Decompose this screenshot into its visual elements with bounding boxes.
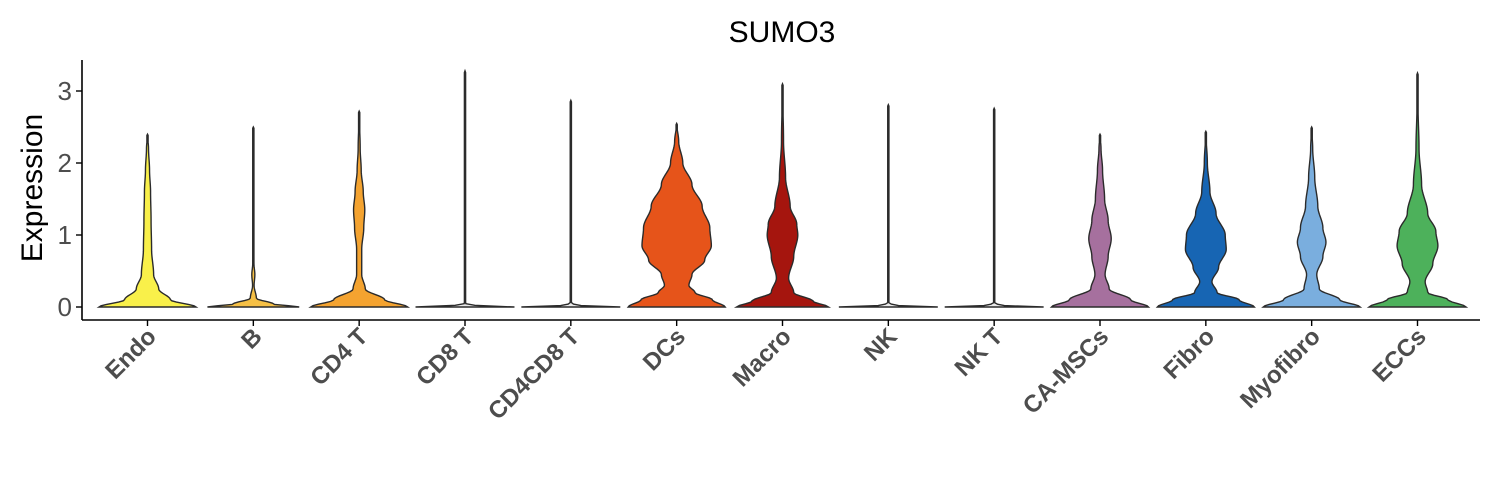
y-tick-label-0: 0 <box>58 292 72 322</box>
x-tick-label-dcs: DCs <box>638 323 691 376</box>
y-ticks: 0 1 2 3 <box>58 76 82 322</box>
violin-eccs <box>1366 70 1469 308</box>
violin-nk <box>838 102 938 308</box>
y-tick-label-3: 3 <box>58 76 72 106</box>
chart-title: SUMO3 <box>729 16 836 49</box>
x-tick-label-nk: NK <box>859 323 903 367</box>
violin-group <box>96 68 1469 308</box>
violin-nk-t <box>944 106 1044 308</box>
x-tick-label-fibro: Fibro <box>1159 323 1221 385</box>
y-axis-label: Expression <box>16 114 49 262</box>
x-tick-label-myofibro: Myofibro <box>1235 323 1326 414</box>
violin-cd4cd8-t <box>521 98 621 308</box>
x-tick-label-ca-mscs: CA-MSCs <box>1018 323 1114 419</box>
violin-endo <box>96 132 199 308</box>
x-tick-label-eccs: ECCs <box>1367 323 1431 387</box>
x-tick-label-macro: Macro <box>728 323 797 392</box>
x-tick-label-nk-t: NK T <box>950 323 1009 382</box>
x-tick-label-cd4-t: CD4 T <box>305 323 373 391</box>
violin-macro <box>733 81 832 308</box>
violin-fibro <box>1155 129 1256 308</box>
y-tick-label-1: 1 <box>58 220 72 250</box>
x-tick-label-cd8-t: CD8 T <box>411 323 479 391</box>
x-tick-label-cd4cd8-t: CD4CD8 T <box>483 323 585 425</box>
violin-cd8-t <box>415 68 515 308</box>
x-tick-label-b: B <box>236 323 267 354</box>
violin-myofibro <box>1261 125 1363 308</box>
violin-ca-mscs <box>1049 132 1151 308</box>
x-tick-label-endo: Endo <box>100 323 162 385</box>
violin-dcs <box>626 121 727 308</box>
x-ticks: Endo B CD4 T CD8 T CD4CD8 T DCs Macro NK NK T CA-… <box>100 320 1432 425</box>
violin-cd4-t <box>308 109 411 308</box>
y-tick-label-2: 2 <box>58 148 72 178</box>
violin-b <box>207 125 300 308</box>
